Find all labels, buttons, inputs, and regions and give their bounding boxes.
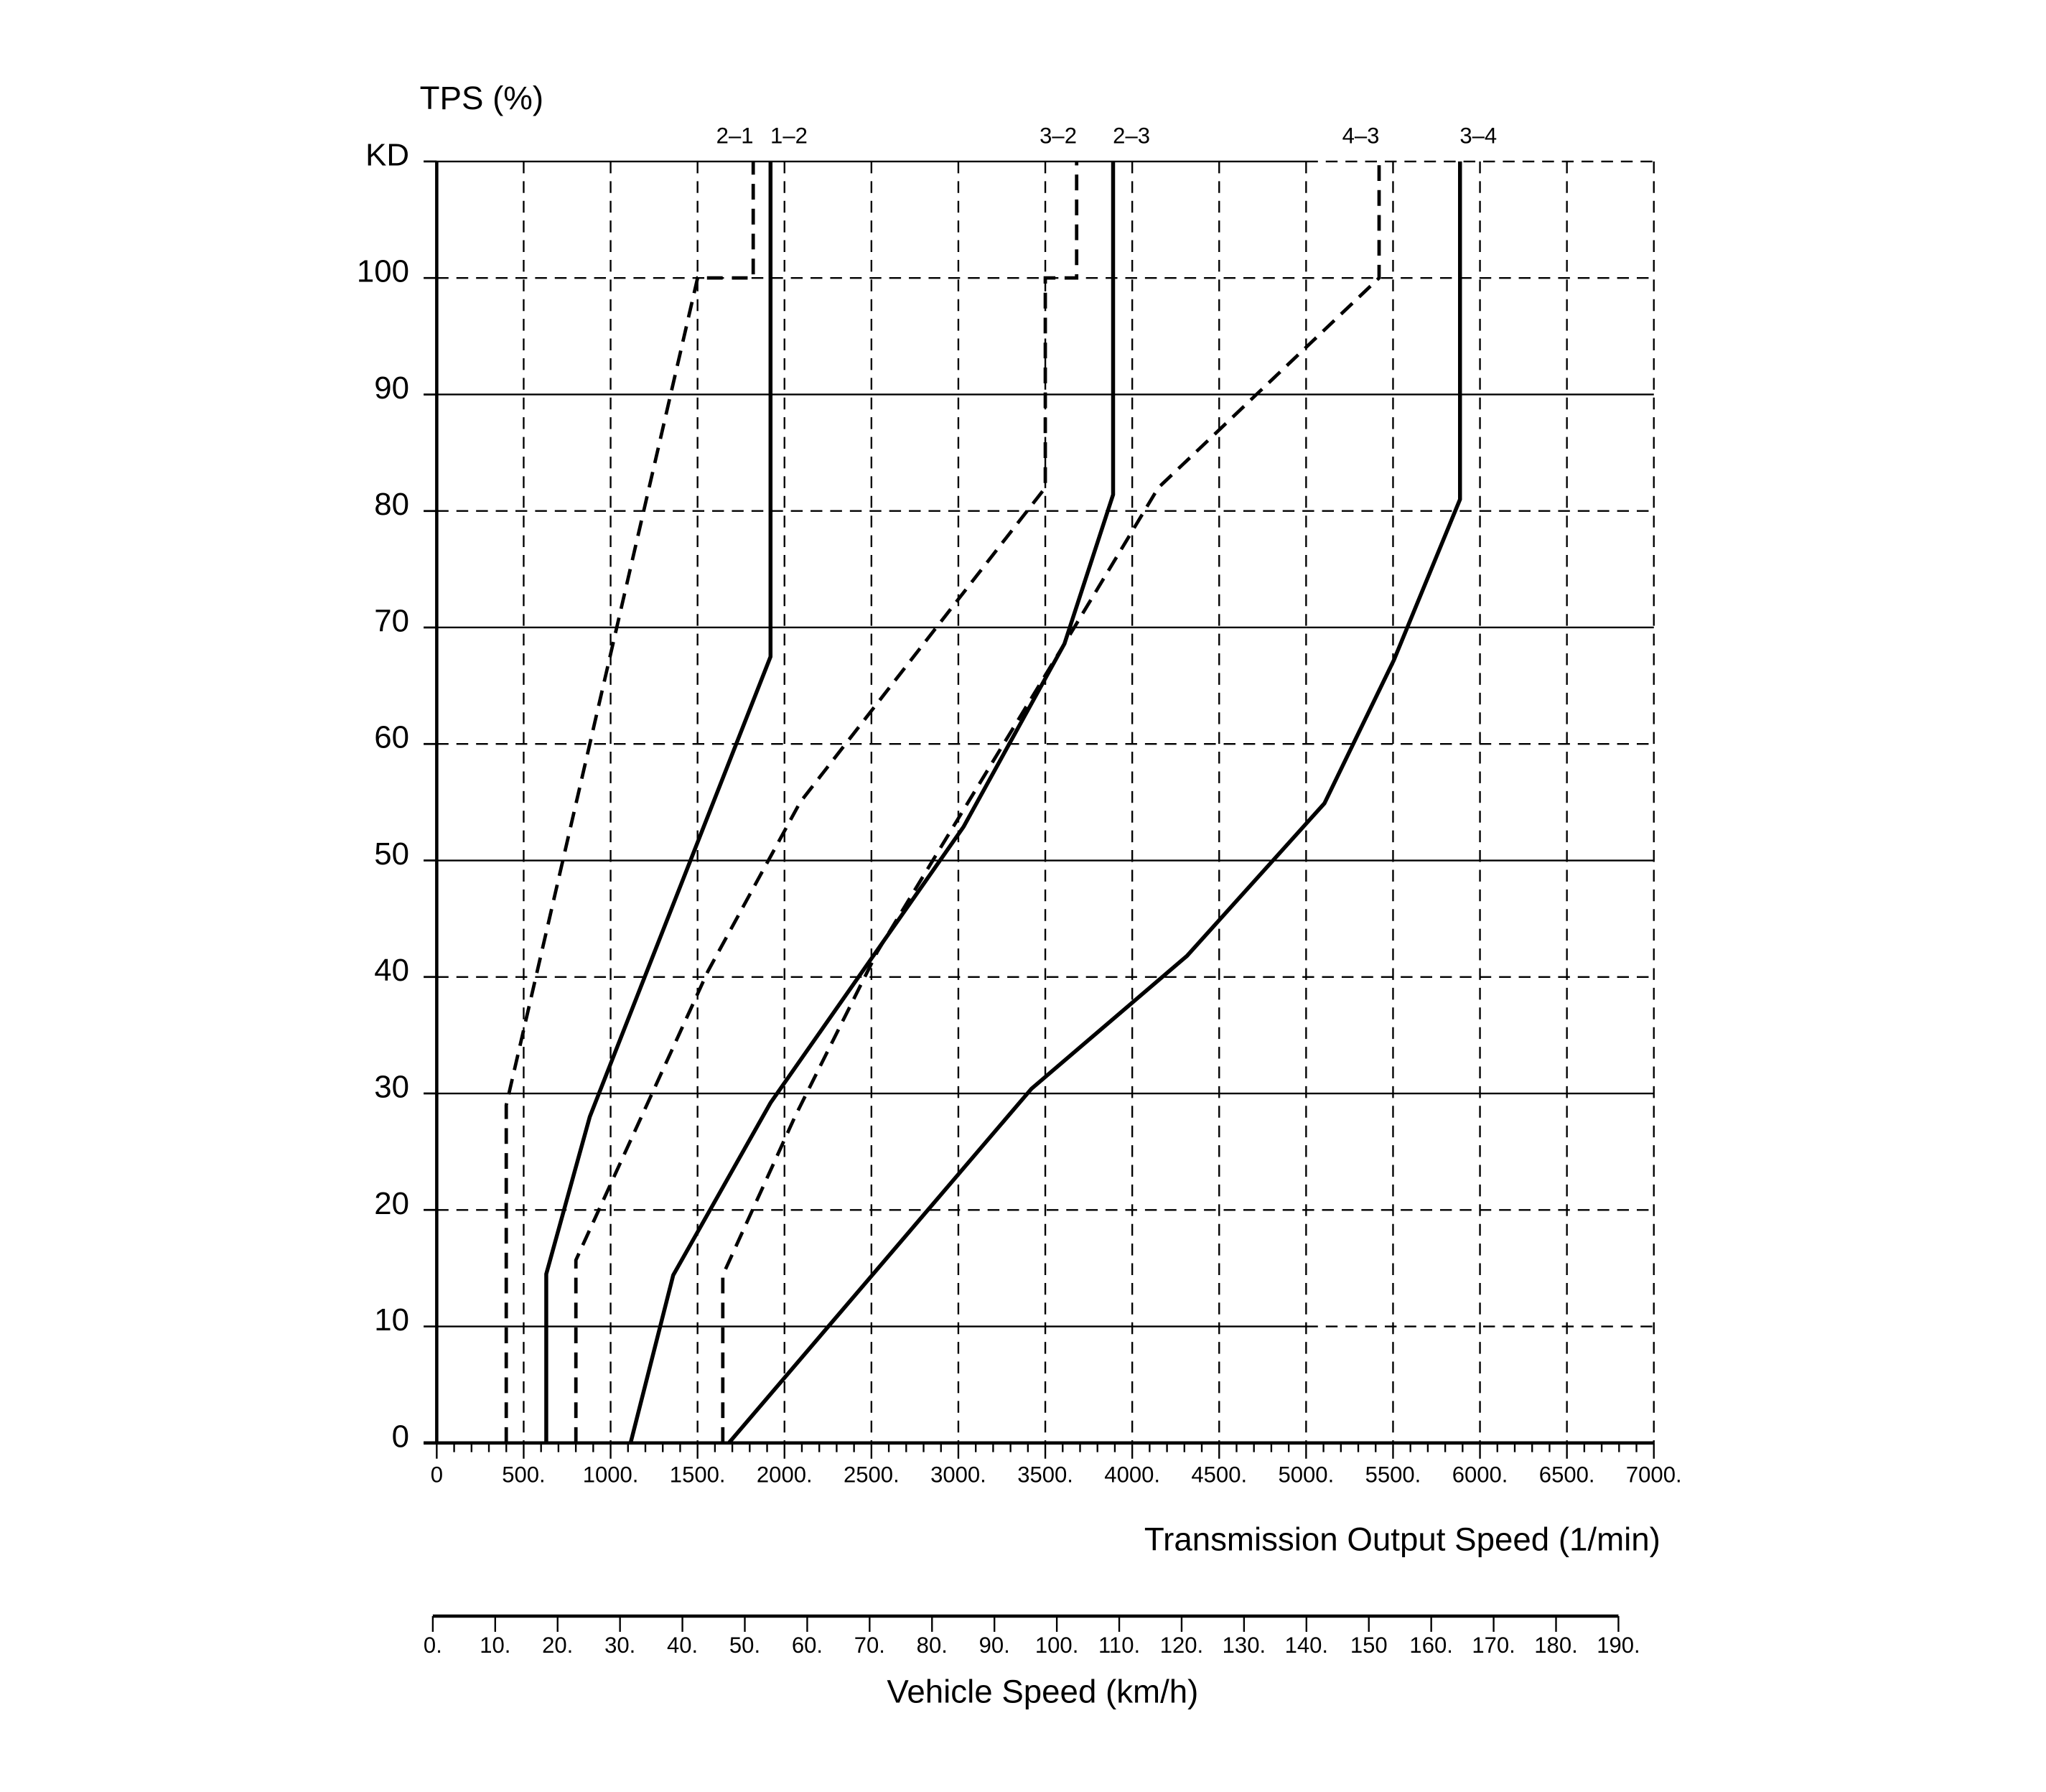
series-line [574, 161, 1079, 1443]
series-line [727, 161, 1462, 1445]
x2-tick-label: 10. [480, 1633, 510, 1658]
y-tick-label: 0 [392, 1419, 409, 1454]
x2-axis-title: Vehicle Speed (km/h) [887, 1674, 1198, 1710]
x2-tick-label: 30. [604, 1633, 635, 1658]
x-tick-label: 1500. [670, 1462, 726, 1488]
y-tick-label: 90 [374, 370, 409, 406]
x-tick-label: 2500. [844, 1462, 900, 1488]
y-tick-label: 20 [374, 1186, 409, 1221]
y-tick-label: 40 [374, 953, 409, 988]
x2-tick-label: 20. [542, 1633, 573, 1658]
x-tick-label: 4000. [1104, 1462, 1160, 1488]
y-tick-label: 10 [374, 1302, 409, 1338]
x-tick-label: 0 [431, 1462, 443, 1488]
x2-tick-label: 190. [1597, 1633, 1640, 1658]
y-tick-label: 70 [374, 603, 409, 638]
x-tick-label: 6000. [1452, 1462, 1508, 1488]
series-line [721, 161, 1381, 1443]
x-tick-label: 1000. [583, 1462, 639, 1488]
series-line [628, 161, 1116, 1444]
series-label: 3–2 [1040, 123, 1077, 148]
x2-tick-label: 110. [1098, 1633, 1140, 1658]
x2-tick-label: 150 [1350, 1633, 1388, 1658]
y-axis-title: TPS (%) [420, 80, 543, 116]
x2-tick-label: 140. [1285, 1633, 1328, 1658]
y-tick-label: 60 [374, 720, 409, 755]
series-line [504, 161, 755, 1443]
x2-tick-label: 180. [1534, 1633, 1577, 1658]
y-tick-label: 100 [357, 254, 409, 289]
x-tick-label: 6500. [1539, 1462, 1595, 1488]
x2-tick-label: 100. [1035, 1633, 1078, 1658]
x-axis-title: Transmission Output Speed (1/min) [1144, 1521, 1660, 1558]
shift-curves: 2–1 1–2 3–2 2–3 4–3 3–4 [504, 123, 1497, 1445]
x2-tick-label: 130. [1223, 1633, 1266, 1658]
series-label: 4–3 [1342, 123, 1380, 148]
x2-tick-label: 90. [979, 1633, 1010, 1658]
x-tick-label: 3000. [930, 1462, 986, 1488]
grid [436, 160, 1655, 1443]
x2-tick-label: 80. [917, 1633, 948, 1658]
x2-tick-label: 50. [729, 1633, 760, 1658]
x2-tick-label: 70. [854, 1633, 885, 1658]
series-label: 2–3 [1113, 123, 1150, 148]
x-tick-label: 7000. [1626, 1462, 1682, 1488]
x-tick-label: 5500. [1365, 1462, 1421, 1488]
series-label: 3–4 [1459, 123, 1497, 148]
x-tick-label: 3500. [1017, 1462, 1073, 1488]
x-tick-label: 5000. [1279, 1462, 1335, 1488]
series-label: 1–2 [770, 123, 808, 148]
x2-tick-label: 60. [792, 1633, 823, 1658]
x-tick-label: 500. [502, 1462, 545, 1488]
x2-tick-label: 40. [667, 1633, 698, 1658]
x2-tick-label: 170. [1472, 1633, 1515, 1658]
y-tick-label: 30 [374, 1070, 409, 1105]
x-tick-label: 2000. [757, 1462, 813, 1488]
series-label: 2–1 [716, 123, 754, 148]
y-tick-label: KD [365, 137, 409, 172]
x2-tick-label: 0. [424, 1633, 442, 1658]
x2-tick-label: 160. [1409, 1633, 1452, 1658]
y-tick-label: 80 [374, 487, 409, 522]
x-tick-label: 4500. [1191, 1462, 1247, 1488]
series-line [544, 161, 773, 1443]
x2-tick-label: 120. [1160, 1633, 1203, 1658]
y-tick-label: 50 [374, 836, 409, 872]
